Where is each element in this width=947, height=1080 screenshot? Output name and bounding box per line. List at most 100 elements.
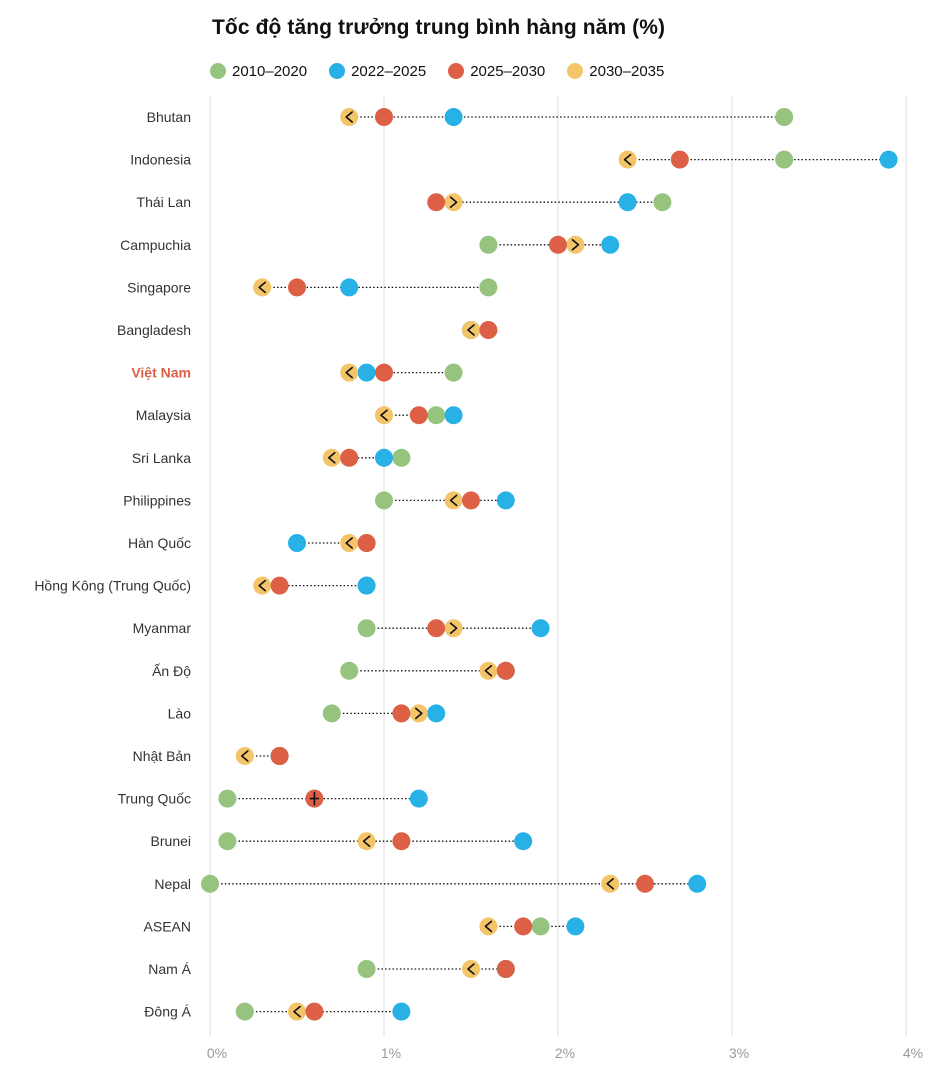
dot-2022-philippines [496,491,515,510]
dot-2030-dong-a [288,1002,306,1021]
dot-2010-singapore [479,278,498,297]
dot-2010-an-do [340,661,359,680]
dot-2022-singapore [340,278,359,297]
dot-2030-brunei [357,832,376,851]
dot-2025-nepal [636,874,654,893]
dot-2022-myanmar [531,619,550,638]
arrow-icon-nepal [606,878,614,890]
arrow-icon-thai-lan [449,196,458,208]
dot-2025-bangladesh [479,321,498,339]
row-label-malaysia: Malaysia [136,407,191,423]
row-label-thai-lan: Thái Lan [137,194,191,210]
arrow-icon-hong-kong-trung-quoc [258,579,266,592]
dot-2030-lao [409,704,428,723]
dot-2010-indonesia [775,150,794,169]
dot-2025-lao [392,704,411,723]
dot-2022-malaysia [444,406,463,425]
dot-2022-campuchia [601,235,620,254]
dot-2010-bhutan [775,108,794,126]
legend-swatch-2010-2020 [210,63,226,79]
x-tick-label: 0% [207,1045,227,1061]
arrow-icon-an-do [484,665,493,677]
legend-swatch-2025-2030 [448,63,465,79]
row-label-lao: Lào [168,705,192,721]
row-label-indonesia: Indonesia [130,152,191,168]
chart-title: Tốc độ tăng trưởng trung bình hàng năm (… [212,16,666,39]
legend-swatch-2030-2035 [567,63,584,79]
row-label-myanmar: Myanmar [133,620,192,636]
dot-2030-thai-lan [444,193,463,212]
legend-item-2010-2020: 2010–2020 [210,63,307,80]
dot-2025-singapore [288,278,306,297]
dot-2010-thai-lan [653,193,672,212]
row-label-nam-a: Nam Á [148,961,191,977]
dot-2025-an-do [496,661,515,680]
dot-2025-myanmar [427,619,446,638]
dot-2030-malaysia [375,406,393,425]
arrow-icon-malaysia [380,409,388,421]
legend-label-2022-2025: 2022–2025 [351,62,427,80]
arrow-icon-lao [415,707,423,720]
legend-swatch-2022-2025 [329,63,346,79]
arrow-icon-philippines [449,494,458,507]
x-tick-label: 2% [555,1045,575,1061]
dot-2022-sri-lanka [375,448,393,467]
dot-2025-nam-a [496,960,515,978]
row-label-han-quoc: Hàn Quốc [128,535,191,551]
dot-2030-sri-lanka [322,448,341,467]
legend-label-2010-2020: 2010–2020 [232,62,308,80]
dot-2010-asean [531,917,550,936]
dot-2010-brunei [218,832,237,851]
arrow-icon-bhutan [345,111,353,123]
arrow-icon-viet-nam [345,366,353,379]
dot-2030-nhat-ban [235,747,254,765]
dot-2025-asean [514,917,533,936]
dot-2010-myanmar [357,619,376,638]
arrow-icon-nam-a [467,963,475,975]
dot-2030-nam-a [462,960,480,978]
x-tick-label: 1% [381,1045,401,1061]
dot-2025-han-quoc [357,534,376,552]
dot-2030-myanmar [444,619,463,638]
dot-2022-lao [427,704,446,723]
row-label-campuchia: Campuchia [120,237,191,253]
arrow-icon-bangladesh [467,324,475,336]
dot-2030-hong-kong-trung-quoc [253,576,272,595]
row-label-asean: ASEAN [144,918,191,934]
dot-2025-sri-lanka [340,448,359,467]
dot-2030-bhutan [340,108,359,126]
dot-2022-han-quoc [288,534,306,552]
row-label-sri-lanka: Sri Lanka [132,450,191,466]
dot-2030-singapore [253,278,272,297]
dot-2030-bangladesh [462,321,480,339]
dot-2022-bhutan [444,108,463,126]
dot-2030-nepal [601,874,620,893]
x-tick-label: 4% [903,1045,923,1061]
dot-2010-nam-a [357,960,376,978]
arrow-icon-dong-a [293,1005,301,1018]
dot-2025-philippines [462,491,480,510]
dot-2030-han-quoc [340,534,359,552]
dot-2022-dong-a [392,1002,411,1021]
row-label-bhutan: Bhutan [147,109,191,125]
dot-2022-asean [566,917,585,936]
dot-2030-viet-nam [340,363,359,382]
dot-2010-philippines [375,491,393,510]
legend-item-2022-2025: 2022–2025 [329,63,426,80]
dot-2030-asean [479,917,498,936]
row-label-brunei: Brunei [151,833,191,849]
dot-2010-malaysia [427,406,446,425]
dot-2010-nepal [201,874,219,893]
arrow-icon-campuchia [571,239,580,251]
row-label-nhat-ban: Nhật Bản [133,748,191,764]
row-label-dong-a: Đông Á [144,1004,191,1020]
dot-2010-sri-lanka [392,448,411,467]
dot-2010-campuchia [479,235,498,254]
arrow-icon-singapore [258,281,266,294]
row-label-an-do: Ấn Độ [152,663,191,679]
arrow-icon-han-quoc [345,537,353,549]
dot-2022-indonesia [879,150,898,169]
dot-2022-trung-quoc [409,789,428,808]
arrow-icon-myanmar [449,622,458,634]
dot-2022-thai-lan [618,193,637,212]
